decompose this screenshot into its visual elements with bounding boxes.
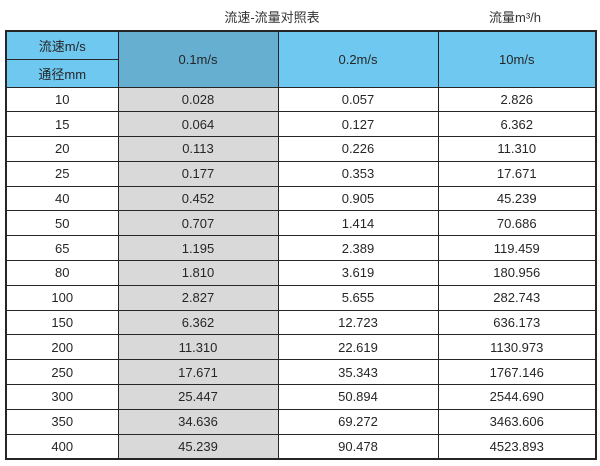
diameter-cell: 25 xyxy=(5,160,119,187)
flow-value-cell: 6.362 xyxy=(117,309,279,336)
table-row: 200 11.310 22.619 1130.973 xyxy=(5,334,597,361)
table-row: 40 0.452 0.905 45.239 xyxy=(5,185,597,212)
flow-value-cell: 3.619 xyxy=(277,260,439,286)
flow-value-cell: 0.113 xyxy=(117,136,279,162)
flow-value-cell: 636.173 xyxy=(437,309,597,336)
flow-value-cell: 119.459 xyxy=(437,235,597,262)
flow-value-cell: 1767.146 xyxy=(437,359,597,386)
diameter-cell: 350 xyxy=(5,408,119,435)
flow-value-cell: 11.310 xyxy=(117,334,279,361)
flow-value-cell: 0.226 xyxy=(277,136,439,162)
flow-value-cell: 2544.690 xyxy=(437,384,597,410)
flow-value-cell: 22.619 xyxy=(277,334,439,361)
diameter-cell: 40 xyxy=(5,185,119,212)
flow-value-cell: 45.239 xyxy=(437,185,597,212)
flow-value-cell: 90.478 xyxy=(277,433,439,460)
flow-value-cell: 35.343 xyxy=(277,359,439,386)
flow-value-cell: 12.723 xyxy=(277,309,439,336)
flow-value-cell: 0.452 xyxy=(117,185,279,212)
flow-value-cell: 17.671 xyxy=(437,160,597,187)
flow-value-cell: 50.894 xyxy=(277,384,439,410)
flow-value-cell: 1.810 xyxy=(117,260,279,286)
table-row: 25 0.177 0.353 17.671 xyxy=(5,160,597,187)
flow-value-cell: 0.064 xyxy=(117,111,279,138)
flow-value-cell: 1.414 xyxy=(277,210,439,237)
flow-value-cell: 2.827 xyxy=(117,284,279,311)
caption-bar: 流速-流量对照表 流量m³/h xyxy=(0,0,600,30)
flow-value-cell: 0.905 xyxy=(277,185,439,212)
header-row-top: 流速m/s 0.1m/s 0.2m/s 10m/s xyxy=(5,30,597,88)
flow-value-cell: 0.028 xyxy=(117,86,279,113)
flow-value-cell: 180.956 xyxy=(437,260,597,286)
flow-value-cell: 282.743 xyxy=(437,284,597,311)
flow-value-cell: 2.389 xyxy=(277,235,439,262)
table-row: 100 2.827 5.655 282.743 xyxy=(5,284,597,311)
table-row: 250 17.671 35.343 1767.146 xyxy=(5,359,597,386)
diameter-cell: 65 xyxy=(5,235,119,262)
diameter-cell: 50 xyxy=(5,210,119,237)
flow-value-cell: 3463.606 xyxy=(437,408,597,435)
flow-value-cell: 25.447 xyxy=(117,384,279,410)
header-row-bottom: 通径mm xyxy=(5,58,596,88)
table-row: 350 34.636 69.272 3463.606 xyxy=(5,408,597,435)
flow-value-cell: 0.177 xyxy=(117,160,279,187)
flow-value-cell: 69.272 xyxy=(277,408,439,435)
diameter-cell: 15 xyxy=(5,111,119,138)
table-row: 10 0.028 0.057 2.826 xyxy=(5,86,597,113)
flow-value-cell: 6.362 xyxy=(437,111,597,138)
flow-value-cell: 45.239 xyxy=(117,433,279,460)
corner-cell-velocity: 流速m/s xyxy=(5,30,119,60)
table-row: 65 1.195 2.389 119.459 xyxy=(5,235,597,262)
flow-value-cell: 70.686 xyxy=(437,210,597,237)
diameter-cell: 100 xyxy=(5,284,119,311)
table-row: 15 0.064 0.127 6.362 xyxy=(5,111,597,138)
flow-value-cell: 2.826 xyxy=(437,86,597,113)
table-row: 400 45.239 90.478 4523.893 xyxy=(5,433,597,460)
diameter-cell: 20 xyxy=(5,136,119,162)
flow-value-cell: 0.353 xyxy=(277,160,439,187)
flow-value-cell: 34.636 xyxy=(117,408,279,435)
table-row: 300 25.447 50.894 2544.690 xyxy=(5,384,597,410)
flow-unit-label: 流量m³/h xyxy=(488,10,542,25)
table-body: 10 0.028 0.057 2.826 15 0.064 0.127 6.362 20 0.11… xyxy=(5,86,597,460)
flow-value-cell: 1130.973 xyxy=(437,334,597,361)
flow-value-cell: 5.655 xyxy=(277,284,439,311)
table-row: 150 6.362 12.723 636.173 xyxy=(5,309,597,336)
column-header-0-1ms: 0.1m/s xyxy=(117,30,279,88)
diameter-cell: 10 xyxy=(5,86,119,113)
diameter-cell: 80 xyxy=(5,260,119,286)
flow-value-cell: 4523.893 xyxy=(437,433,597,460)
diameter-cell: 150 xyxy=(5,309,119,336)
column-header-0-2ms: 0.2m/s xyxy=(277,30,439,88)
table-row: 80 1.810 3.619 180.956 xyxy=(5,260,597,286)
flow-value-cell: 0.707 xyxy=(117,210,279,237)
flow-value-cell: 0.057 xyxy=(277,86,439,113)
diameter-cell: 250 xyxy=(5,359,119,386)
flow-value-cell: 17.671 xyxy=(117,359,279,386)
table-row: 20 0.113 0.226 11.310 xyxy=(5,136,597,162)
flow-value-cell: 0.127 xyxy=(277,111,439,138)
diameter-cell: 300 xyxy=(5,384,119,410)
column-header-10ms: 10m/s xyxy=(437,30,597,88)
table-row: 50 0.707 1.414 70.686 xyxy=(5,210,597,237)
corner-cell-diameter: 通径mm xyxy=(5,58,119,88)
flow-value-cell: 1.195 xyxy=(117,235,279,262)
flow-value-cell: 11.310 xyxy=(437,136,597,162)
table-title: 流速-流量对照表 xyxy=(224,10,320,25)
diameter-cell: 200 xyxy=(5,334,119,361)
diameter-cell: 400 xyxy=(5,433,119,460)
flow-rate-table: 流速m/s 0.1m/s 0.2m/s 10m/s 通径mm 10 0.028 0.… xyxy=(5,30,597,460)
